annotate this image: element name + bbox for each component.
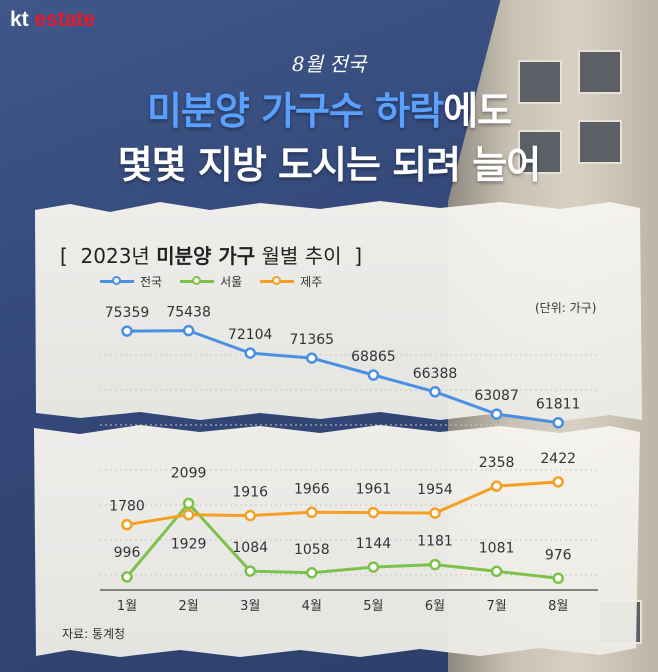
legend-item-national: 전국 [100,273,162,290]
brand-logo: kt estate [10,8,96,31]
data-point-1 [182,497,195,510]
x-tick-label: 7월 [486,599,506,614]
legend-item-jeju: 제주 [260,273,322,290]
data-point-1 [367,561,380,573]
data-label-0: 66388 [413,366,458,382]
data-point-1 [429,558,441,571]
data-point-0 [244,347,256,359]
data-point-1 [244,565,256,577]
data-label-1: 996 [114,545,141,561]
x-tick-label: 3월 [240,599,260,614]
data-point-1 [306,567,318,579]
data-label-0: 68865 [351,349,396,365]
data-point-1 [121,571,133,583]
data-point-2 [182,508,195,521]
chart-legend: 전국 서울 제주 [100,273,322,290]
headline-line2: 몇몇 지방 도시는 되려 늘어 [117,143,541,187]
data-point-0 [121,325,133,337]
data-label-2: 2358 [479,455,515,471]
data-label-0: 75438 [166,305,211,321]
headline-line1-rest: 에도 [443,89,512,133]
legend-swatch-seoul [180,276,215,285]
data-label-0: 71365 [290,332,335,348]
data-point-2 [244,509,256,522]
data-label-2: 1780 [109,499,145,515]
chart-unit-label: (단위: 가구) [535,301,597,315]
data-label-1: 1084 [232,540,268,556]
x-tick-label: 1월 [117,599,137,614]
data-label-0: 61811 [536,397,581,413]
data-label-1: 1181 [417,534,453,550]
data-label-2: 1916 [232,485,268,501]
series-line-2 [126,480,559,527]
data-point-2 [367,506,380,519]
data-label-2: 2422 [540,451,576,467]
x-tick-label: 5월 [363,599,383,614]
legend-item-seoul: 서울 [180,273,242,290]
data-point-0 [552,416,564,429]
data-point-0 [490,408,503,420]
x-tick-label: 8월 [548,599,568,614]
data-label-1: 1144 [356,536,392,552]
data-point-1 [490,565,503,578]
chart-title: [ 2023년 미분양 가구 월별 추이 ] [60,244,363,268]
data-point-2 [121,518,133,531]
data-point-1 [552,572,564,585]
series-line-0 [126,329,559,425]
legend-swatch-jeju [260,276,295,285]
data-label-0: 63087 [474,388,519,404]
x-tick-label: 4월 [302,599,322,614]
x-tick-label: 2월 [178,599,198,614]
data-label-2: 1929 [171,537,207,553]
data-point-2 [490,480,503,492]
data-label-1: 1081 [479,540,515,556]
data-label-0: 75359 [105,305,150,321]
data-point-0 [182,324,195,337]
data-point-2 [429,507,441,519]
chart-source: 자료: 통계청 [62,627,126,641]
headline-highlight: 미분양 가구수 하락 [146,89,444,133]
data-point-0 [429,386,441,398]
data-label-1: 2099 [171,465,207,481]
data-label-1: 976 [545,547,572,563]
data-point-0 [367,369,380,381]
x-tick-label: 6월 [425,599,445,614]
data-point-2 [306,506,318,519]
data-label-2: 1961 [356,482,392,498]
headline-subtitle: 8월 전국 [291,52,367,76]
legend-swatch-national [100,276,134,285]
data-point-2 [552,476,564,488]
data-label-0: 72104 [228,327,273,343]
data-label-2: 1966 [294,481,330,497]
data-label-2: 1954 [417,482,453,498]
data-point-0 [306,352,318,364]
headline-line1: 미분양 가구수 하락에도 [0,80,658,135]
data-label-1: 1058 [294,542,330,558]
